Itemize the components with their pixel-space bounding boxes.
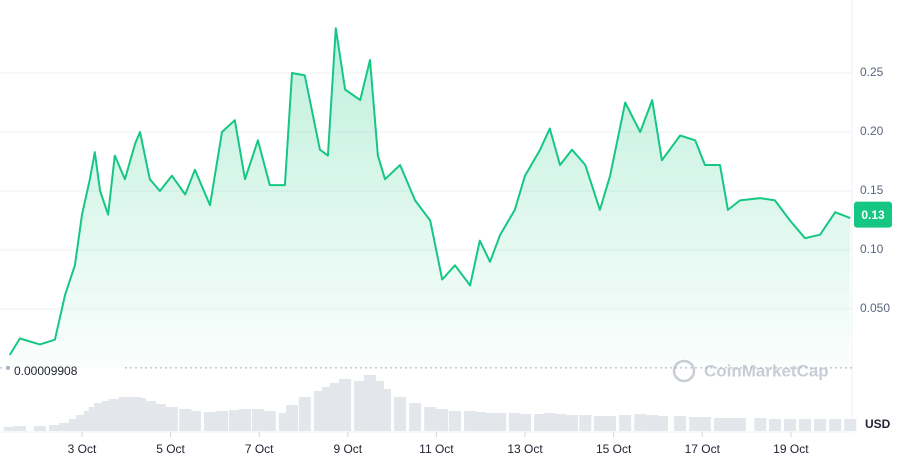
volume-bar [3,427,16,431]
x-tick-label: 7 Oct [245,442,274,456]
volume-bar [768,419,781,431]
volume-bar [844,419,857,431]
x-tick-label: 17 Oct [685,442,721,456]
volume-bar [689,417,702,431]
volume-bar [604,416,617,431]
x-tick-label: 19 Oct [773,442,809,456]
volume-bar [484,413,497,431]
volume-bar [285,405,298,431]
volume-bar [263,411,276,431]
volume-bar [33,426,46,431]
baseline-bg [4,365,124,380]
volume-bar [239,409,252,431]
x-tick-label: 3 Oct [68,442,97,456]
volume-bar [799,419,812,431]
volume-bar [251,409,264,431]
volume-bar [329,383,342,431]
volume-bar [165,407,178,431]
volume-bar [494,413,507,431]
volume-bar [655,416,668,431]
volume-bar [228,410,241,431]
volume-bar [464,411,477,431]
volume-bar [424,407,437,431]
volume-bar [118,397,131,431]
volume-bar [108,399,121,431]
volume-bar [204,412,217,431]
current-price-tag [854,201,892,228]
volume-bar [179,409,192,431]
volume-bar [394,397,407,431]
y-tick-label: 0.25 [860,65,884,79]
volume-bar [449,411,462,431]
volume-bar [565,415,578,431]
volume-bar [619,415,632,431]
volume-bar [829,419,842,431]
volume-bar [534,414,547,431]
volume-bar [215,411,228,431]
currency-label: USD [865,417,891,431]
volume-bar [733,418,746,431]
x-tick-label: 15 Oct [596,442,632,456]
volume-bar [508,413,521,431]
volume-bar [298,397,311,431]
baseline-dot [6,365,10,370]
price-area [9,28,851,368]
volume-bar [646,415,659,431]
volume-bar [339,379,352,431]
volume-bar [473,412,486,431]
volume-bar [593,416,606,431]
y-tick-label: 0.15 [860,183,884,197]
y-tick-label: 0.10 [860,242,884,256]
volume-bar [543,413,556,431]
volume-bar [143,401,156,431]
price-line [8,27,851,356]
y-tick-label: 0.050 [860,301,890,315]
volume-bar [783,419,796,431]
volume-bar [48,425,61,431]
volume-bar [814,419,827,431]
volume-bar [519,414,532,431]
volume-bar [674,416,687,431]
volume-bar [579,415,592,431]
volume-bar [554,414,567,431]
volume-bar [436,409,449,431]
volume-bar [698,417,711,431]
volume-bar [379,389,392,431]
x-tick-label: 9 Oct [333,442,362,456]
x-tick-label: 5 Oct [156,442,185,456]
x-tick-label: 11 Oct [419,442,454,456]
volume-bar [721,418,734,431]
volume-bar [634,414,647,431]
volume-bar [59,423,72,431]
volume-bar [354,381,367,431]
volume-bar [188,411,201,431]
y-tick-label: 0.20 [860,124,884,138]
current-price-label: 0.13 [861,208,885,222]
x-tick-label: 13 Oct [507,442,543,456]
volume-bar [754,418,767,431]
volume-bar [13,426,26,431]
volume-bar [134,398,147,431]
volume-bar [409,403,422,431]
volume-bar [153,404,166,431]
